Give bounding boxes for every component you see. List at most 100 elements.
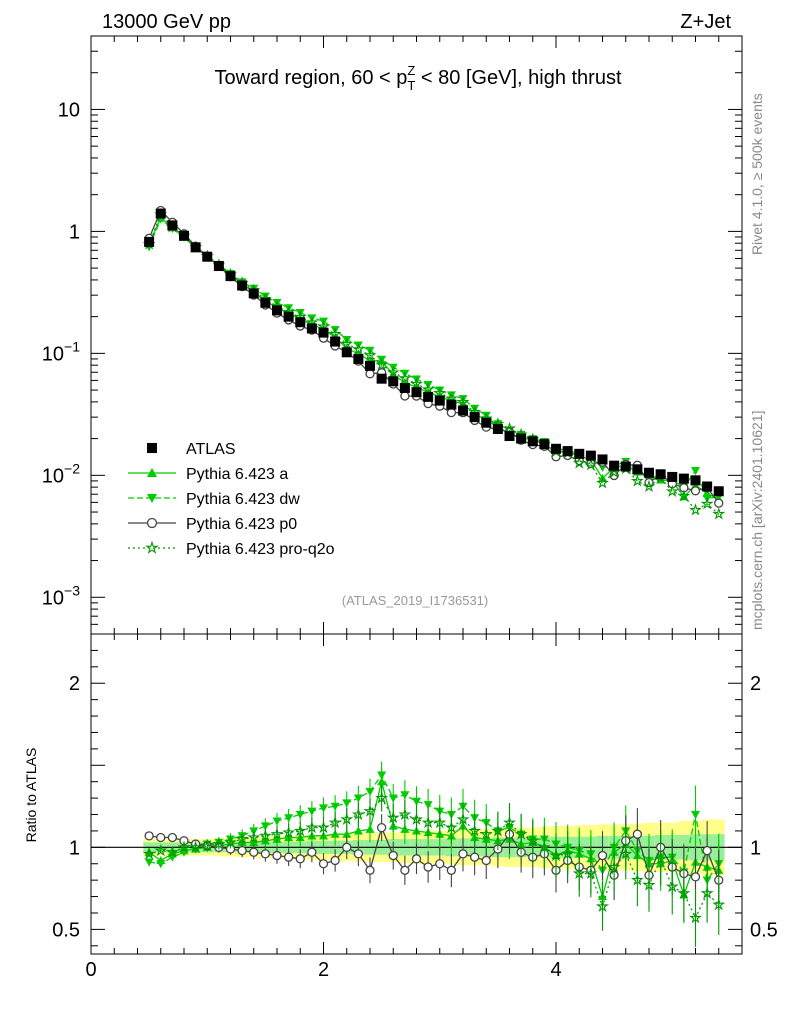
ratio-point-pythia-6-423-pro-q2o-5 xyxy=(200,838,214,852)
main-point-pythia-6-423-p0-26 xyxy=(446,407,457,418)
main-point-pythia-6-423-pro-q2o-20 xyxy=(375,357,389,371)
ratio-point-pythia-6-423-dw-24 xyxy=(423,801,433,810)
ratio-point-pythia-6-423-pro-q2o-14 xyxy=(305,820,319,834)
main-point-pythia-6-423-pro-q2o-39 xyxy=(595,476,610,489)
main-point-atlas-37 xyxy=(574,448,585,459)
ratio-ytick-label-left-2: 0.5 xyxy=(52,919,80,941)
ratio-point-pythia-6-423-dw-20 xyxy=(377,771,387,780)
main-point-atlas-2 xyxy=(167,220,178,231)
ratio-point-pythia-6-423-dw-15 xyxy=(319,804,328,813)
main-point-atlas-40 xyxy=(609,460,620,471)
main-point-atlas-19 xyxy=(365,360,375,371)
ratio-point-pythia-6-423-pro-q2o-32 xyxy=(514,827,528,840)
main-point-pythia-6-423-dw-10 xyxy=(260,292,270,301)
ratio-point-pythia-6-423-pro-q2o-6 xyxy=(212,837,226,850)
ratio-series-group xyxy=(142,761,726,947)
ratio-ytick-label-left-0: 2 xyxy=(69,673,80,695)
ratio-point-pythia-6-423-pro-q2o-42 xyxy=(630,873,644,886)
chart-title: Toward region, 60 < pZ T < 80 [GeV], high… xyxy=(214,63,621,93)
ratio-point-pythia-6-423-pro-q2o-37 xyxy=(572,866,586,880)
main-point-atlas-0 xyxy=(144,236,155,247)
main-point-pythia-6-423-pro-q2o-38 xyxy=(584,458,598,471)
main-point-atlas-14 xyxy=(306,323,317,334)
ratio-point-pythia-6-423-p0-23 xyxy=(411,854,422,864)
legend-marker-pythia-6-423-dw xyxy=(147,494,157,503)
main-point-atlas-3 xyxy=(179,230,189,241)
ratio-point-pythia-6-423-p0-8 xyxy=(237,845,247,856)
legend-marker-pythia-6-423-p0 xyxy=(146,517,158,529)
ratio-point-pythia-6-423-pro-q2o-31 xyxy=(502,815,517,829)
ratio-point-pythia-6-423-p0-26 xyxy=(446,865,457,875)
ratio-point-pythia-6-423-dw-19 xyxy=(365,787,375,797)
ratio-ytick-label-left-1: 1 xyxy=(69,837,80,859)
main-point-pythia-6-423-pro-q2o-37 xyxy=(572,456,586,469)
ratio-point-pythia-6-423-pro-q2o-18 xyxy=(351,807,365,821)
legend-label-pythia-6-423-pro-q2o: Pythia 6.423 pro-q2o xyxy=(186,541,335,558)
ratio-point-pythia-6-423-a-18 xyxy=(353,826,363,835)
main-point-atlas-46 xyxy=(678,473,689,484)
main-point-pythia-6-423-p0-47 xyxy=(690,486,701,496)
ratio-point-pythia-6-423-dw-13 xyxy=(295,810,305,820)
main-ytick-label-1: 1 xyxy=(69,221,80,243)
ratio-point-pythia-6-423-pro-q2o-49 xyxy=(712,898,726,911)
main-point-pythia-6-423-pro-q2o-43 xyxy=(642,479,656,493)
energy-label: 13000 GeV pp xyxy=(102,11,231,33)
main-point-atlas-49 xyxy=(713,486,724,497)
ratio-panel-frame xyxy=(90,633,743,955)
main-ytick-label-3: 10−2 xyxy=(42,460,80,487)
main-point-atlas-16 xyxy=(330,336,341,347)
main-point-atlas-39 xyxy=(597,454,608,465)
ratio-point-pythia-6-423-pro-q2o-17 xyxy=(340,812,354,826)
ratio-point-pythia-6-423-dw-21 xyxy=(388,794,398,803)
ratio-point-pythia-6-423-p0-14 xyxy=(307,847,317,857)
ratio-point-pythia-6-423-pro-q2o-34 xyxy=(537,840,551,853)
main-point-pythia-6-423-pro-q2o-31 xyxy=(502,421,517,435)
legend: ATLAS Pythia 6.423 a Pythia 6.423 dw Pythia… xyxy=(128,441,335,558)
main-point-pythia-6-423-pro-q2o-19 xyxy=(363,348,377,361)
ratio-point-pythia-6-423-pro-q2o-19 xyxy=(363,804,377,817)
ratio-point-pythia-6-423-p0-1 xyxy=(156,832,166,843)
main-point-pythia-6-423-dw-29 xyxy=(481,411,491,420)
main-point-pythia-6-423-pro-q2o-22 xyxy=(398,371,412,384)
ratio-point-pythia-6-423-p0-48 xyxy=(702,845,712,856)
main-point-pythia-6-423-dw-25 xyxy=(435,386,445,395)
main-point-atlas-27 xyxy=(458,405,468,416)
ratio-point-pythia-6-423-pro-q2o-46 xyxy=(677,886,691,899)
ratio-point-pythia-6-423-pro-q2o-21 xyxy=(386,811,400,824)
main-point-atlas-43 xyxy=(644,467,654,478)
main-point-pythia-6-423-p0-19 xyxy=(365,369,375,379)
main-point-atlas-28 xyxy=(469,412,480,423)
ratio-point-pythia-6-423-pro-q2o-4 xyxy=(189,840,203,853)
main-point-pythia-6-423-dw-47 xyxy=(691,467,700,476)
main-point-atlas-10 xyxy=(260,297,271,308)
ratio-point-pythia-6-423-p0-27 xyxy=(458,849,468,859)
ratio-point-pythia-6-423-dw-14 xyxy=(307,807,317,816)
main-point-pythia-6-423-p0-49 xyxy=(714,498,724,508)
legend-label-atlas: ATLAS xyxy=(186,441,236,458)
ratio-point-pythia-6-423-p0-22 xyxy=(400,865,410,875)
ratio-point-pythia-6-423-pro-q2o-45 xyxy=(665,879,679,893)
ratio-ytick-label-right-0: 2 xyxy=(750,673,761,695)
ratio-point-pythia-6-423-p0-9 xyxy=(249,847,259,857)
ratio-point-pythia-6-423-a-17 xyxy=(342,829,352,838)
main-point-atlas-30 xyxy=(492,423,503,434)
x-tick-label-0: 0 xyxy=(85,959,96,981)
main-point-pythia-6-423-pro-q2o-27 xyxy=(456,395,470,408)
main-series-group xyxy=(142,205,726,520)
ratio-point-pythia-6-423-pro-q2o-40 xyxy=(607,860,621,873)
rivet-label: Rivet 4.1.0, ≥ 500k events xyxy=(749,93,765,255)
ratio-point-pythia-6-423-dw-12 xyxy=(284,814,294,823)
mcplots-label: mcplots.cern.ch [arXiv:2401.10621] xyxy=(749,411,765,630)
ratio-point-pythia-6-423-pro-q2o-7 xyxy=(223,835,238,848)
main-point-pythia-6-423-pro-q2o-49 xyxy=(712,507,726,520)
legend-marker-pythia-6-423-pro-q2o xyxy=(145,540,159,554)
ratio-point-pythia-6-423-pro-q2o-22 xyxy=(398,807,412,821)
main-point-atlas-22 xyxy=(399,382,410,393)
main-point-pythia-6-423-pro-q2o-23 xyxy=(409,377,424,390)
ratio-point-pythia-6-423-p0-17 xyxy=(342,842,352,852)
main-point-pythia-6-423-pro-q2o-24 xyxy=(421,382,435,395)
main-point-pythia-6-423-pro-q2o-17 xyxy=(340,337,354,350)
ratio-point-pythia-6-423-dw-18 xyxy=(353,794,363,803)
main-point-atlas-20 xyxy=(376,373,387,384)
